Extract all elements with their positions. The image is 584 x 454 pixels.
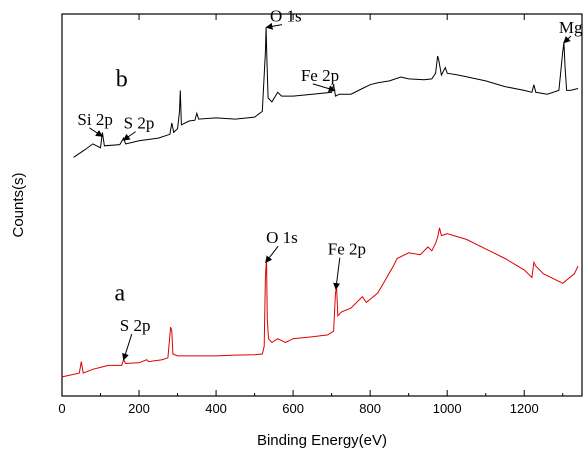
peak-arrow [333, 257, 341, 291]
peak-annotation: Si 2p [77, 110, 112, 129]
peak-arrow [122, 333, 133, 361]
series-label-b: b [116, 67, 128, 93]
x-tick-label: 0 [58, 401, 65, 416]
y-axis-title: Counts(s) [10, 172, 27, 237]
x-tick-label: 1000 [433, 401, 462, 416]
peak-arrow [89, 127, 103, 137]
x-axis-title: Binding Energy(eV) [257, 432, 387, 449]
x-axis-ticks: 0 200 400 600 800 1000 1200 [58, 14, 564, 416]
peak-annotation: O 1s [270, 7, 302, 26]
annotations: O 1s Mg 1s Fe 2p Si 2p S 2p O 1s Fe 2p S 2p [77, 7, 584, 361]
plot-area [61, 13, 583, 397]
peak-annotation: Fe 2p [301, 66, 339, 85]
x-tick-label: 400 [205, 401, 227, 416]
x-tick-label: 1200 [510, 401, 539, 416]
x-tick-label: 800 [359, 401, 381, 416]
series-group: ba [61, 27, 579, 378]
peak-arrow [563, 35, 572, 44]
peak-arrow [265, 245, 279, 264]
peak-annotation: S 2p [120, 316, 151, 335]
series-line-b [73, 27, 579, 158]
series-label-a: a [114, 281, 125, 307]
peak-arrow [122, 131, 136, 141]
peak-annotation: O 1s [266, 228, 298, 247]
peak-annotation: S 2p [124, 114, 155, 133]
peak-arrow [312, 83, 336, 93]
peak-annotation: Fe 2p [328, 240, 366, 259]
x-tick-label: 600 [282, 401, 304, 416]
series-line-a [61, 227, 579, 378]
peak-arrow [265, 22, 283, 30]
x-tick-label: 200 [128, 401, 150, 416]
peak-annotation: Mg 1s [559, 18, 584, 37]
